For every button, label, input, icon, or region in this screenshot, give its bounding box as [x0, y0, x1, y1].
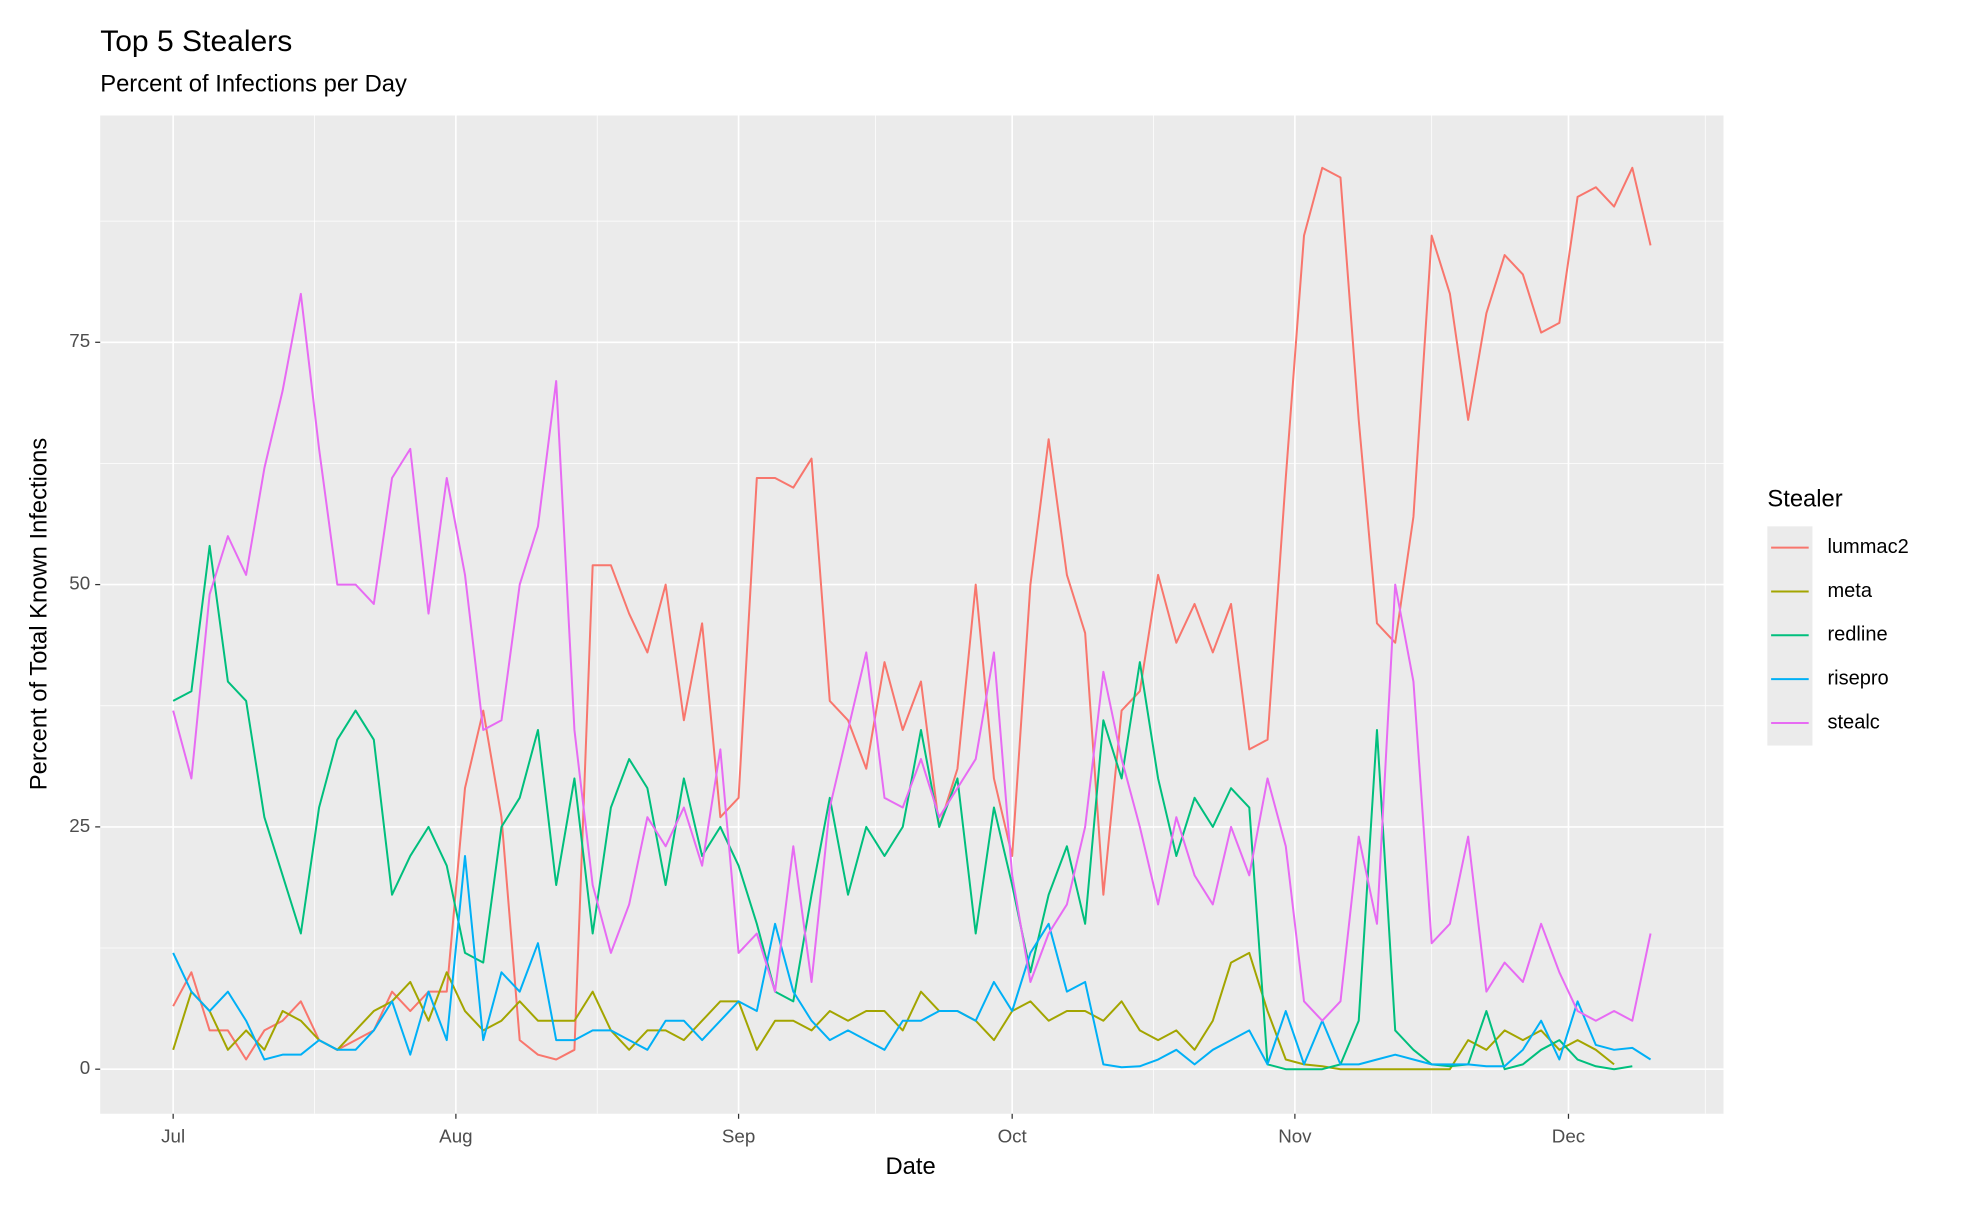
y-tick-label: 50	[69, 573, 90, 594]
series-line	[172, 292, 1652, 1022]
legend-label: lummac2	[1827, 536, 1908, 558]
series-line	[172, 854, 1652, 1069]
plot-panel	[100, 115, 1724, 1114]
x-tick-label: Oct	[998, 1126, 1028, 1147]
legend-label: redline	[1827, 624, 1887, 646]
legend-label: risepro	[1827, 667, 1888, 689]
y-tick-label: 25	[69, 815, 90, 836]
x-tick-label: Jul	[161, 1126, 185, 1147]
chart-subtitle: Percent of Infections per Day	[100, 71, 407, 98]
x-tick-label: Nov	[1278, 1126, 1312, 1147]
x-tick-label: Sep	[722, 1126, 755, 1147]
x-tick-label: Aug	[439, 1126, 472, 1147]
x-tick-label: Dec	[1552, 1126, 1585, 1147]
legend-title: Stealer	[1767, 485, 1842, 512]
y-axis-title: Percent of Total Known Infections	[25, 438, 52, 791]
y-tick-label: 0	[80, 1057, 90, 1078]
legend-label: meta	[1827, 580, 1872, 602]
x-axis-title: Date	[885, 1153, 935, 1180]
series-line	[172, 544, 1633, 1071]
legend-label: stealc	[1827, 711, 1879, 733]
y-tick-label: 75	[69, 330, 90, 351]
series-line	[172, 951, 1615, 1071]
chart-title: Top 5 Stealers	[100, 25, 292, 58]
